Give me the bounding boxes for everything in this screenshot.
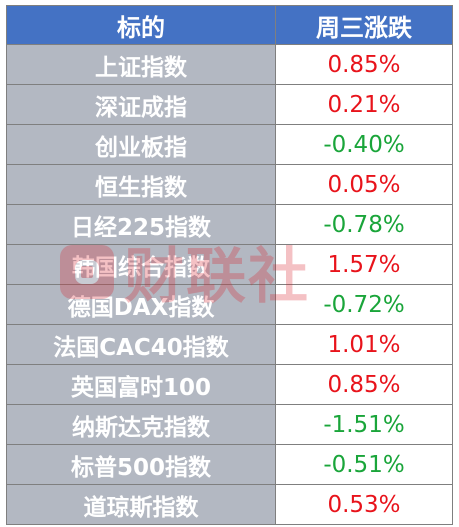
table-row: 道琼斯指数 0.53% — [7, 484, 452, 524]
change-value-cell: 0.53% — [276, 485, 452, 524]
change-value-cell: -0.51% — [276, 445, 452, 484]
index-name-cell: 标普500指数 — [7, 445, 276, 484]
index-name-cell: 日经225指数 — [7, 205, 276, 244]
index-change-table: 标的 周三涨跌 上证指数 0.85% 深证成指 0.21% 创业板指 -0.40% 恒生指数… — [6, 5, 453, 525]
table-row: 深证成指 0.21% — [7, 84, 452, 124]
index-name-cell: 道琼斯指数 — [7, 485, 276, 524]
change-value-cell: 0.85% — [276, 365, 452, 404]
change-value-cell: -0.78% — [276, 205, 452, 244]
index-name-cell: 深证成指 — [7, 85, 276, 124]
index-name-cell: 恒生指数 — [7, 165, 276, 204]
change-value-cell: 0.85% — [276, 45, 452, 84]
index-name-cell: 纳斯达克指数 — [7, 405, 276, 444]
change-value-cell: -1.51% — [276, 405, 452, 444]
index-name-cell: 创业板指 — [7, 125, 276, 164]
table-row: 英国富时100 0.85% — [7, 364, 452, 404]
header-name-cell: 标的 — [7, 6, 276, 44]
index-name-cell: 上证指数 — [7, 45, 276, 84]
table-row: 标普500指数 -0.51% — [7, 444, 452, 484]
index-name-cell: 德国DAX指数 — [7, 285, 276, 324]
change-value-cell: 1.57% — [276, 245, 452, 284]
change-value-cell: -0.72% — [276, 285, 452, 324]
table-header-row: 标的 周三涨跌 — [7, 6, 452, 44]
table-row: 日经225指数 -0.78% — [7, 204, 452, 244]
table-row: 纳斯达克指数 -1.51% — [7, 404, 452, 444]
change-value-cell: 1.01% — [276, 325, 452, 364]
change-value-cell: 0.05% — [276, 165, 452, 204]
header-change-cell: 周三涨跌 — [276, 6, 452, 44]
change-value-cell: 0.21% — [276, 85, 452, 124]
table-row: 恒生指数 0.05% — [7, 164, 452, 204]
table-row: 创业板指 -0.40% — [7, 124, 452, 164]
index-name-cell: 法国CAC40指数 — [7, 325, 276, 364]
change-value-cell: -0.40% — [276, 125, 452, 164]
table-body: 上证指数 0.85% 深证成指 0.21% 创业板指 -0.40% 恒生指数 0.05% 日经2… — [7, 44, 452, 524]
table-row: 上证指数 0.85% — [7, 44, 452, 84]
table-row: 德国DAX指数 -0.72% — [7, 284, 452, 324]
table-row: 韩国综合指数 1.57% — [7, 244, 452, 284]
index-name-cell: 韩国综合指数 — [7, 245, 276, 284]
index-name-cell: 英国富时100 — [7, 365, 276, 404]
table-row: 法国CAC40指数 1.01% — [7, 324, 452, 364]
